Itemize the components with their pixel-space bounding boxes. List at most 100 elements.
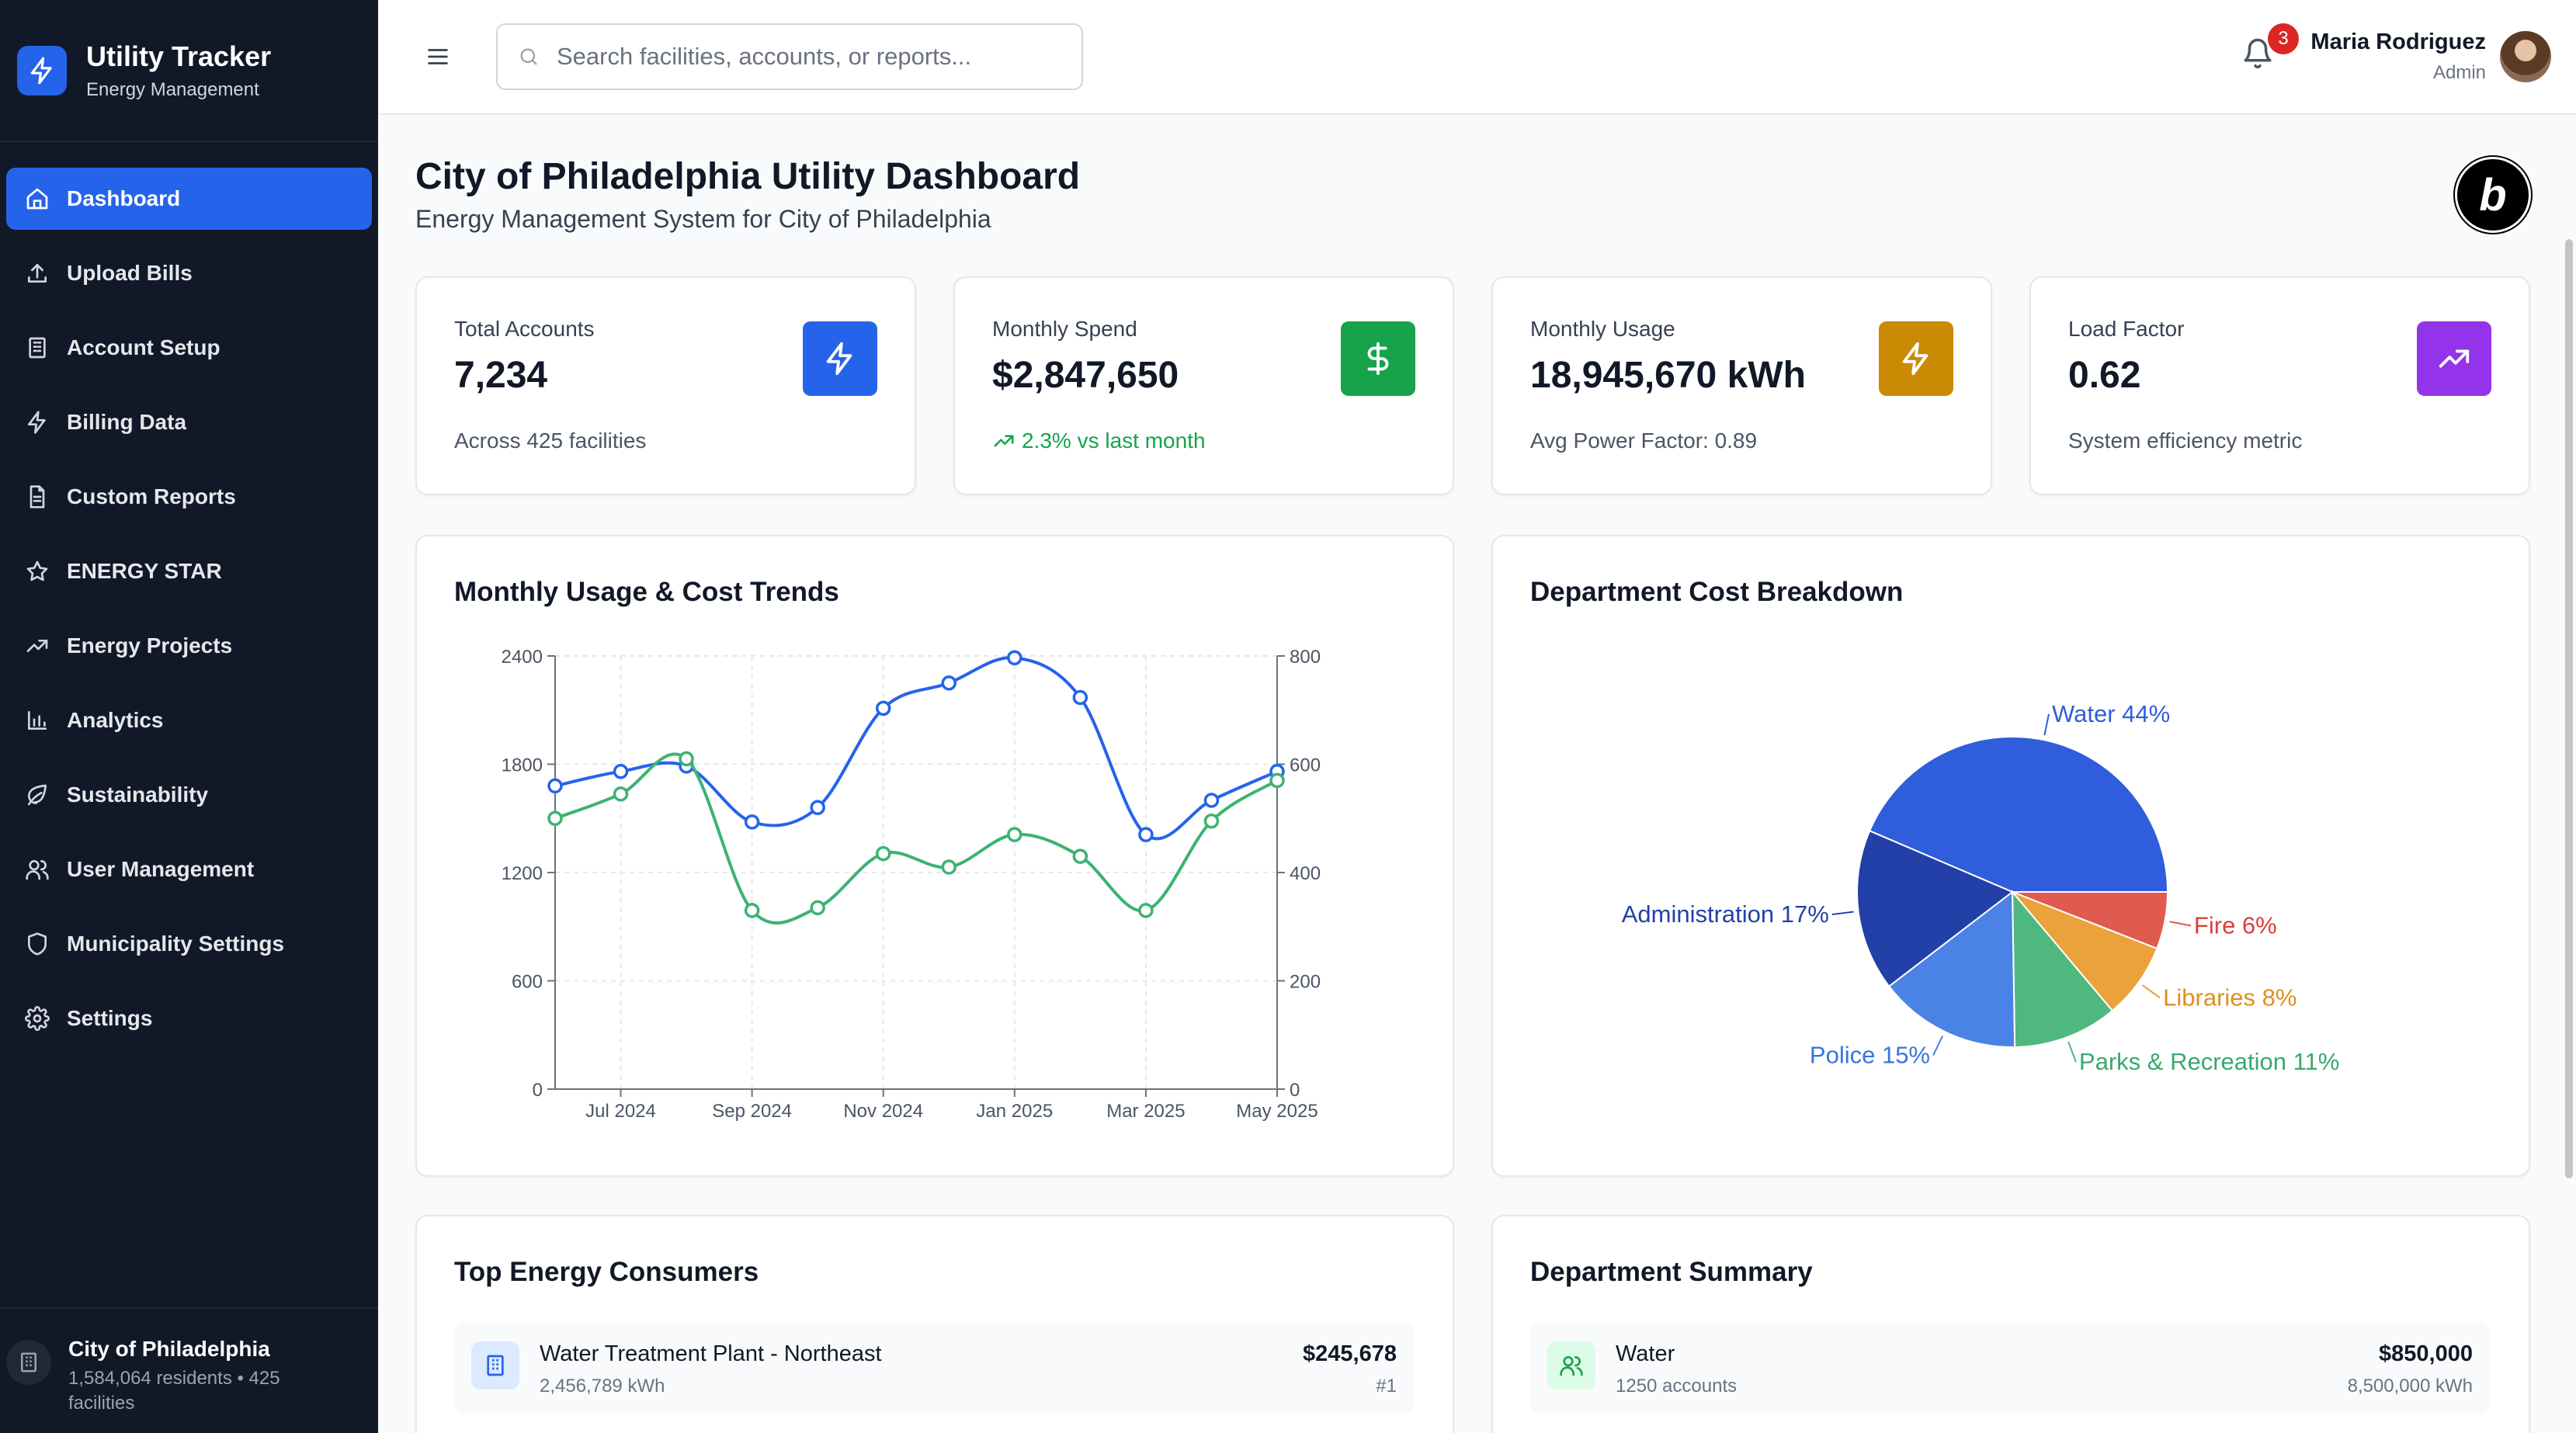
page-subtitle: Energy Management System for City of Phi…: [415, 205, 991, 233]
stat-label: Total Accounts: [454, 317, 595, 341]
pie-label: Water 44%: [2052, 700, 2170, 727]
data-point: [613, 764, 629, 779]
sidebar-item-settings[interactable]: Settings: [6, 987, 372, 1050]
stat-card-total-accounts: Total Accounts 7,234 Across 425 faciliti…: [415, 276, 916, 495]
sidebar-item-energy-projects[interactable]: Energy Projects: [6, 615, 372, 677]
data-point: [810, 900, 825, 916]
data-point: [744, 903, 760, 918]
sidebar-item-label: User Management: [67, 857, 255, 881]
consumer-name: Water Treatment Plant - Northeast: [540, 1341, 882, 1366]
series-line-1: [554, 752, 1279, 925]
list-item[interactable]: Water Treatment Plant - Northeast 2,456,…: [454, 1321, 1414, 1414]
pie-label: Parks & Recreation 11%: [2079, 1048, 2339, 1075]
data-point: [941, 675, 957, 691]
x-tick-label: Sep 2024: [712, 1101, 792, 1122]
menu-icon[interactable]: [425, 43, 451, 70]
municipality-meta: 1,584,064 residents • 425 facilities: [68, 1368, 280, 1414]
municipality-name: City of Philadelphia: [68, 1337, 270, 1361]
pie-slice-water: [1868, 735, 2169, 893]
users-icon: [26, 860, 49, 880]
pie-leader-line: [1831, 911, 1854, 916]
municipality-info: City of Philadelphia 1,584,064 residents…: [0, 1307, 378, 1433]
department-amount: $850,000: [2379, 1341, 2473, 1366]
sidebar-item-dashboard[interactable]: Dashboard: [6, 168, 372, 230]
building-icon: [6, 1340, 51, 1385]
sidebar-item-account-setup[interactable]: Account Setup: [6, 317, 372, 379]
sidebar-item-label: Custom Reports: [67, 484, 236, 508]
department-usage: 8,500,000 kWh: [2347, 1376, 2473, 1397]
department-cost-pie-chart: Water 44% Fire 6% Libraries 8% Parks & Recr…: [1622, 700, 2340, 1075]
pie-label: Administration 17%: [1622, 900, 1829, 928]
building-icon: [471, 1341, 519, 1390]
sidebar-item-municipality-settings[interactable]: Municipality Settings: [6, 913, 372, 975]
consumer-rank: #1: [1376, 1376, 1397, 1397]
y-tick-label: 400: [1290, 863, 1321, 884]
y-tick-label: 0: [533, 1080, 543, 1101]
sidebar-item-billing-data[interactable]: Billing Data: [6, 391, 372, 453]
dollar-icon: [1341, 321, 1415, 396]
scrollbar[interactable]: [2565, 239, 2573, 1178]
bar-chart-icon: [28, 711, 47, 730]
data-point: [679, 751, 694, 767]
data-point: [744, 814, 760, 830]
x-tick-label: May 2025: [1236, 1101, 1318, 1122]
sidebar-item-energy-star[interactable]: ENERGY STAR: [6, 540, 372, 602]
pie-leader-line: [1932, 1035, 1944, 1057]
pie-slice-parks-recreation: [2011, 890, 2114, 1048]
bell-icon[interactable]: [2241, 37, 2279, 75]
pie-slice-police: [1887, 890, 2016, 1048]
avatar[interactable]: [2500, 31, 2551, 82]
data-point: [1203, 793, 1220, 808]
y-tick-label: 600: [1290, 755, 1321, 776]
sidebar-item-label: Dashboard: [67, 186, 181, 210]
brand: Utility Tracker Energy Management: [0, 0, 378, 142]
data-point: [1007, 827, 1022, 842]
leaf-icon: [28, 784, 47, 806]
y-tick-label: 0: [1290, 1080, 1300, 1101]
data-point: [1072, 689, 1088, 706]
sidebar-nav: Dashboard Upload Bills Account Setup Billin…: [0, 142, 378, 1050]
search-input[interactable]: [557, 43, 1054, 71]
sidebar-item-analytics[interactable]: Analytics: [6, 689, 372, 751]
bolt-icon: [28, 411, 46, 434]
x-tick-label: Jan 2025: [976, 1101, 1053, 1122]
usage-cost-chart-card: Monthly Usage & Cost Trends 0 600 1200 1800…: [415, 535, 1454, 1177]
list-item[interactable]: Water 1250 accounts $850,000 8,500,000 k…: [1530, 1321, 2490, 1414]
data-point: [1138, 827, 1154, 842]
consumer-amount: $245,678: [1303, 1341, 1397, 1366]
stat-trend: 2.3% vs last month: [992, 429, 1206, 453]
data-point: [810, 800, 825, 816]
gear-icon: [25, 1006, 50, 1031]
search-box[interactable]: [496, 23, 1083, 90]
stat-card-monthly-spend: Monthly Spend $2,847,650 2.3% vs last mo…: [953, 276, 1454, 495]
stat-label: Monthly Usage: [1530, 317, 1675, 341]
bolt-icon: [1879, 321, 1953, 396]
stat-footnote: System efficiency metric: [2068, 429, 2303, 453]
sidebar-item-label: Analytics: [67, 708, 164, 732]
y-tick-label: 200: [1290, 972, 1321, 993]
stat-footnote: Across 425 facilities: [454, 429, 647, 453]
upload-icon: [28, 264, 47, 283]
bolt-badge-logo[interactable]: b: [2455, 157, 2531, 233]
department-cost-chart-card: Department Cost Breakdown Water 44% Fire …: [1491, 535, 2530, 1177]
department-accounts: 1250 accounts: [1616, 1376, 1738, 1397]
y-tick-label: 600: [512, 972, 543, 993]
stat-card-load-factor: Load Factor 0.62 System efficiency metri…: [2029, 276, 2530, 495]
pie-leader-line: [2141, 984, 2161, 999]
x-tick-label: Mar 2025: [1106, 1101, 1185, 1122]
data-point: [941, 859, 957, 875]
building-icon: [29, 337, 46, 359]
sidebar-item-sustainability[interactable]: Sustainability: [6, 764, 372, 826]
pie-leader-line: [2043, 713, 2050, 736]
stat-card-monthly-usage: Monthly Usage 18,945,670 kWh Avg Power F…: [1491, 276, 1992, 495]
sidebar-item-label: Upload Bills: [67, 261, 193, 285]
user-name[interactable]: Maria Rodriguez: [2310, 29, 2486, 54]
stat-footnote: Avg Power Factor: 0.89: [1530, 429, 1758, 453]
sidebar-item-custom-reports[interactable]: Custom Reports: [6, 466, 372, 528]
data-point: [547, 810, 563, 826]
pie-label: Libraries 8%: [2163, 984, 2297, 1011]
section-title: Department Summary: [1530, 1257, 1813, 1287]
y-tick-label: 800: [1290, 647, 1321, 668]
sidebar-item-user-management[interactable]: User Management: [6, 838, 372, 900]
sidebar-item-upload-bills[interactable]: Upload Bills: [6, 242, 372, 304]
